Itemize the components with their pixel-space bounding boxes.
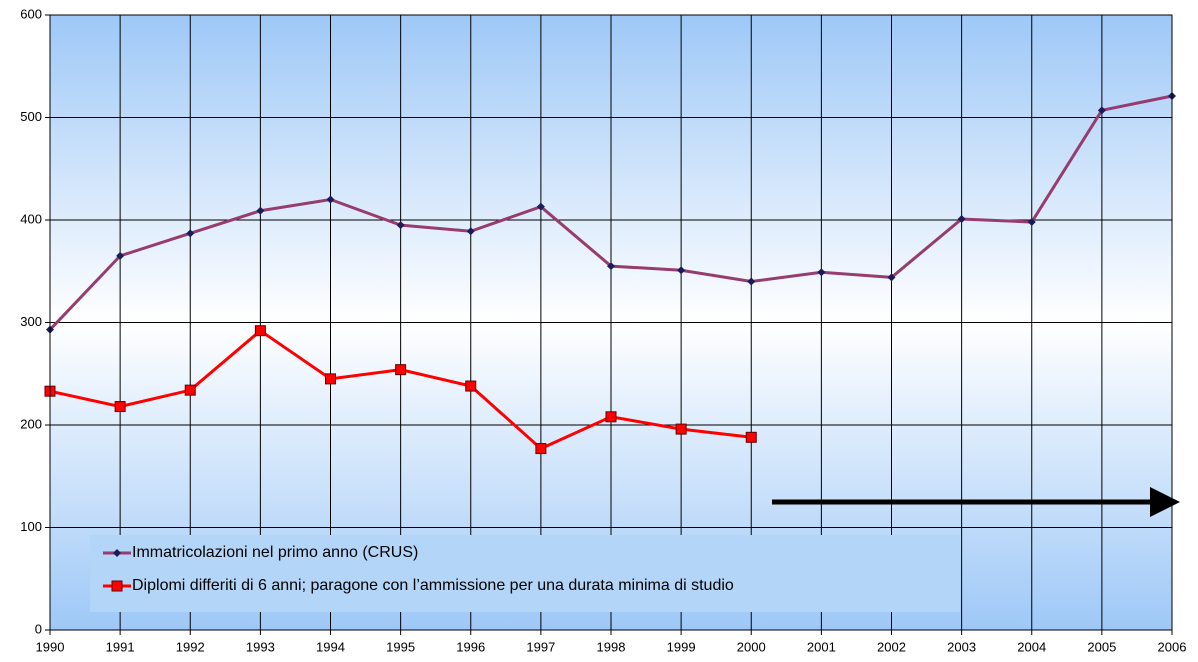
y-tick-label: 400 — [20, 211, 42, 226]
marker — [395, 364, 407, 376]
plot-border — [49, 14, 1173, 631]
legend-label: Diplomi differiti di 6 anni; paragone co… — [132, 577, 734, 594]
y-tick-label: 100 — [20, 519, 42, 534]
x-tick-label: 2001 — [807, 639, 836, 654]
marker — [465, 380, 477, 392]
x-tick-label: 1994 — [316, 639, 345, 654]
marker — [396, 221, 405, 230]
marker — [675, 423, 687, 435]
marker — [326, 195, 335, 204]
marker — [1097, 106, 1106, 115]
marker — [325, 373, 336, 385]
y-tick-label: 200 — [20, 416, 42, 431]
marker — [887, 273, 896, 282]
marker — [817, 268, 826, 277]
x-tick-label: 1998 — [597, 639, 626, 654]
y-tick-label: 0 — [35, 621, 42, 636]
marker — [256, 206, 265, 215]
x-tick-label: 2005 — [1087, 639, 1116, 654]
y-tick-label: 600 — [20, 6, 42, 21]
x-tick-label: 1993 — [246, 639, 275, 654]
marker — [116, 251, 125, 260]
legend: Immatricolazioni nel primo anno (CRUS) Di… — [103, 544, 734, 594]
marker — [114, 401, 126, 413]
x-tick-label: 1990 — [36, 639, 65, 654]
y-tick-label: 500 — [20, 109, 42, 124]
marker — [745, 431, 757, 443]
marker — [254, 325, 266, 337]
legend-marker — [113, 549, 121, 557]
marker — [677, 266, 686, 275]
x-tick-label: 2000 — [737, 639, 766, 654]
x-tick-label: 2006 — [1158, 639, 1187, 654]
x-tick-label: 2003 — [947, 639, 976, 654]
marker — [535, 443, 547, 455]
x-tick-label: 1991 — [106, 639, 135, 654]
x-tick-label: 2002 — [877, 639, 906, 654]
legend-marker — [111, 580, 123, 592]
marker — [607, 262, 615, 271]
x-tick-label: 1995 — [386, 639, 415, 654]
x-tick-label: 1992 — [176, 639, 205, 654]
legend-box — [90, 535, 960, 612]
marker — [1027, 218, 1036, 227]
x-tick-label: 1999 — [667, 639, 696, 654]
marker — [747, 277, 756, 286]
x-tick-label: 2004 — [1017, 639, 1046, 654]
series-layer — [44, 91, 1176, 455]
marker — [466, 227, 475, 236]
marker — [184, 384, 196, 396]
y-tick-label: 300 — [20, 314, 42, 329]
legend-label: Immatricolazioni nel primo anno (CRUS) — [132, 544, 418, 561]
x-tick-label: 1997 — [526, 639, 555, 654]
marker — [605, 411, 617, 423]
x-tick-label: 1996 — [456, 639, 485, 654]
marker — [536, 202, 545, 211]
marker — [186, 229, 195, 238]
marker — [957, 214, 966, 223]
